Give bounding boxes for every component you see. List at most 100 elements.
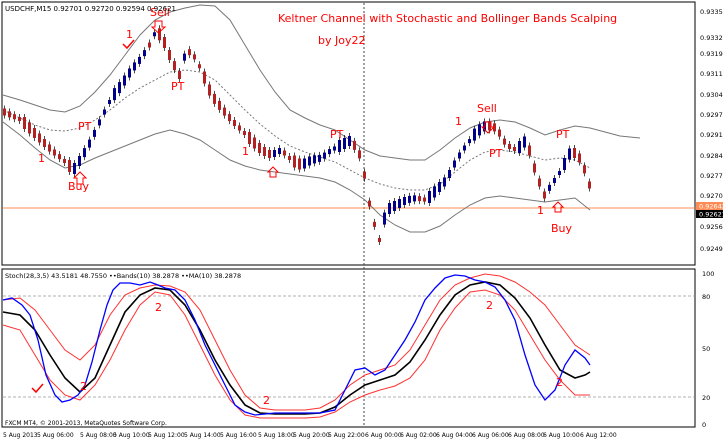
level-tick: 80: [702, 293, 710, 301]
candle-body: [503, 138, 506, 145]
candle-body: [368, 200, 371, 207]
wave-1-label: 1: [126, 28, 133, 41]
candle-body: [448, 170, 451, 178]
candle-body: [308, 156, 311, 166]
price-tick: 0.93195: [700, 50, 723, 58]
time-tick: 5 Aug 20:00: [293, 432, 330, 439]
candle-body: [468, 139, 471, 144]
candle-body: [383, 212, 386, 225]
time-tick: 5 Aug 16:00: [220, 432, 257, 439]
candle-body: [173, 61, 176, 71]
candle-body: [203, 71, 206, 84]
candle-body: [548, 184, 551, 191]
main-pane[interactable]: [1, 1, 696, 266]
candle-body: [68, 160, 71, 172]
candle-body: [43, 139, 46, 147]
candle-body: [248, 132, 251, 144]
middle-line: [2, 69, 591, 191]
candle-body: [458, 152, 461, 159]
candle-body: [518, 141, 521, 153]
time-tick: 5 Aug 18:00: [258, 432, 295, 439]
checkmark-icon: [122, 39, 135, 50]
candle-body: [18, 117, 21, 122]
price-tick: 0.92975: [700, 111, 723, 119]
candle-body: [333, 146, 336, 151]
time-tick: 5 Aug 08:00: [80, 432, 117, 439]
candle-body: [98, 119, 101, 126]
chart-author: by Joy22: [318, 34, 365, 47]
wave-2-label: 2: [556, 376, 563, 389]
candle-body: [263, 147, 266, 156]
up-arrow-icon: [551, 201, 565, 213]
candle-body: [403, 197, 406, 205]
candle-body: [288, 156, 291, 160]
candle-body: [48, 144, 51, 152]
candle-body: [58, 154, 61, 160]
candle-body: [83, 148, 86, 158]
candle-body: [38, 133, 41, 143]
bollinger-lower: [2, 289, 590, 419]
level-tick: 20: [702, 394, 710, 402]
candle-body: [223, 107, 226, 116]
price-line-tag: [696, 202, 723, 210]
profit-target-label: PT: [330, 128, 344, 141]
profit-target-label: PT: [171, 80, 185, 93]
candle-body: [348, 136, 351, 146]
candle-body: [303, 158, 306, 169]
candle-body: [408, 195, 411, 203]
trade-annotations: Sell 1 PT PT 1 Buy 1 PT 1 Sell PT PT 1 B…: [38, 6, 573, 235]
candle-body: [513, 147, 516, 151]
candle-body: [293, 155, 296, 168]
time-tick: 6 Aug 00:00: [365, 432, 402, 439]
buy-label: Buy: [68, 180, 90, 193]
candle-body: [583, 165, 586, 174]
candle-body: [388, 203, 391, 214]
candle-body: [78, 156, 81, 166]
level-tick: 50: [702, 345, 710, 353]
candle-body: [183, 53, 186, 61]
candle-body: [558, 171, 561, 175]
candle-body: [563, 158, 566, 170]
candle-body: [148, 42, 151, 48]
price-tick: 0.92705: [700, 192, 723, 200]
chart-title: Keltner Channel with Stochastic and Boll…: [278, 12, 617, 25]
candle-body: [228, 114, 231, 122]
candle-body: [493, 123, 496, 132]
wave-1-label: 1: [455, 115, 462, 128]
stochastic-main: [2, 274, 591, 416]
candle-body: [283, 150, 286, 156]
candle-body: [573, 148, 576, 158]
time-tick: 5 Aug 2013: [3, 432, 38, 439]
candle-body: [143, 50, 146, 57]
wave-1-label: 1: [242, 145, 249, 158]
candle-body: [358, 150, 361, 159]
profit-target-label: PT: [489, 147, 503, 160]
candle-body: [578, 153, 581, 163]
wave-1-label: 1: [537, 204, 544, 217]
time-tick: 6 Aug 06:00: [472, 432, 509, 439]
candlesticks[interactable]: [3, 25, 591, 245]
price-tick: 0.92775: [700, 172, 723, 180]
candle-body: [343, 138, 346, 149]
candle-body: [123, 75, 126, 86]
candle-body: [438, 182, 441, 192]
wave-2-label: 2: [80, 380, 87, 393]
stochastic-annotations: 2 2 2 2 2: [80, 299, 563, 407]
arrow-markers: [72, 20, 565, 213]
candle-body: [193, 54, 196, 60]
candle-body: [238, 125, 241, 131]
price-tick: 0.93115: [700, 70, 723, 78]
candle-body: [63, 159, 66, 163]
time-tick: 5 Aug 10:00: [113, 432, 150, 439]
time-axis: 5 Aug 2013 5 Aug 06:00 5 Aug 08:00 5 Aug…: [3, 432, 617, 439]
candle-body: [53, 149, 56, 156]
profit-target-label: PT: [78, 120, 92, 133]
candle-body: [373, 221, 376, 227]
candle-body: [378, 238, 381, 242]
candle-body: [533, 163, 536, 173]
candle-body: [218, 100, 221, 110]
